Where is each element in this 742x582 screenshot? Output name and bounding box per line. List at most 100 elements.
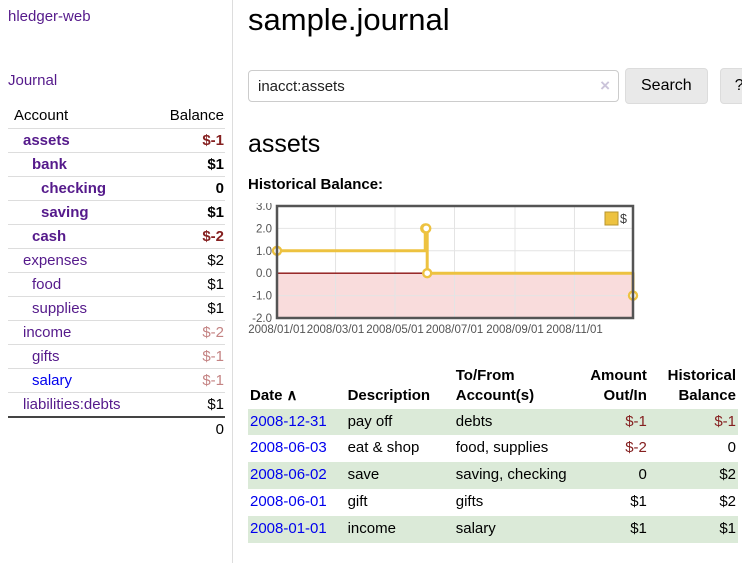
- account-balance: $-1: [148, 368, 225, 393]
- main-content: sample.journal × Search ? assets Histori…: [233, 0, 742, 563]
- account-balance: $1: [148, 272, 225, 297]
- transaction-amount: 0: [638, 466, 647, 484]
- transaction-balance: $1: [719, 519, 736, 537]
- transaction-description: income: [347, 519, 396, 537]
- column-historical-balance: Historical Balance: [667, 367, 736, 404]
- register-table: Date ∧ Description To/From Account(s) Amo…: [248, 364, 738, 543]
- svg-text:-1.0: -1.0: [252, 291, 272, 303]
- account-row: gifts $-1: [8, 344, 225, 369]
- account-balance: $1: [148, 296, 225, 321]
- account-balance: $1: [148, 200, 225, 225]
- transaction-amount: $1: [630, 492, 647, 510]
- account-row: liabilities:debts $1: [8, 392, 225, 417]
- account-balance: $-2: [148, 320, 225, 345]
- account-balance: $2: [148, 248, 225, 273]
- transaction-balance: 0: [727, 439, 736, 457]
- account-link[interactable]: supplies: [32, 300, 88, 317]
- sidebar: hledger-web Journal Account Balance asse…: [0, 0, 233, 563]
- transaction-row: 2008-06-02 save saving, checking 0 $2: [248, 462, 738, 489]
- svg-text:2008/07/01: 2008/07/01: [426, 324, 484, 336]
- svg-text:3.0: 3.0: [256, 203, 272, 213]
- help-button[interactable]: ?: [719, 68, 742, 104]
- account-link[interactable]: checking: [41, 180, 107, 197]
- svg-text:2008/05/01: 2008/05/01: [366, 324, 424, 336]
- transaction-amount: $-2: [625, 439, 647, 457]
- account-balance: $-2: [148, 224, 225, 249]
- account-link[interactable]: saving: [41, 204, 89, 221]
- account-balance-table: Account Balance assets $-1 bank $1 check…: [8, 104, 225, 441]
- transaction-accounts: saving, checking: [455, 466, 567, 484]
- transaction-row: 2008-01-01 income salary $1 $1: [248, 515, 738, 543]
- column-amount: Amount Out/In: [590, 367, 647, 404]
- account-balance: $-1: [148, 344, 225, 369]
- svg-text:2008/01/01: 2008/01/01: [248, 324, 306, 336]
- app-brand-link[interactable]: hledger-web: [8, 8, 91, 25]
- account-link[interactable]: income: [23, 324, 72, 341]
- transaction-balance: $2: [719, 466, 736, 484]
- transaction-balance: $-1: [714, 412, 736, 430]
- transaction-row: 2008-06-03 eat & shop food, supplies $-2…: [248, 435, 738, 462]
- column-account: Account: [14, 107, 69, 124]
- balance-table-header: Account Balance: [8, 104, 225, 129]
- account-link[interactable]: salary: [32, 372, 73, 389]
- svg-text:2008/11/01: 2008/11/01: [546, 324, 603, 336]
- transaction-description: pay off: [347, 412, 393, 430]
- transaction-date-link[interactable]: 2008-06-01: [250, 492, 327, 510]
- transaction-accounts: gifts: [455, 492, 484, 510]
- balance-total-row: 0: [8, 416, 225, 441]
- total-spacer: [8, 416, 149, 441]
- account-row: assets $-1: [8, 128, 225, 153]
- svg-text:1.0: 1.0: [256, 246, 272, 258]
- transaction-balance: $2: [719, 492, 736, 510]
- transaction-accounts: food, supplies: [455, 439, 549, 457]
- search-box: ×: [248, 70, 619, 102]
- account-row: salary $-1: [8, 368, 225, 393]
- transaction-date-link[interactable]: 2008-06-02: [250, 466, 327, 484]
- total-balance: 0: [148, 416, 225, 441]
- svg-text:2008/09/01: 2008/09/01: [486, 324, 544, 336]
- account-balance: $1: [148, 152, 225, 177]
- transaction-description: eat & shop: [347, 439, 420, 457]
- page-title: sample.journal: [248, 2, 450, 37]
- column-balance: Balance: [169, 107, 224, 124]
- account-row: cash $-2: [8, 224, 225, 249]
- transaction-row: 2008-12-31 pay off debts $-1 $-1: [248, 408, 738, 436]
- transaction-date-link[interactable]: 2008-12-31: [250, 412, 327, 430]
- transaction-description: save: [347, 466, 380, 484]
- transaction-description: gift: [347, 492, 368, 510]
- account-row: income $-2: [8, 320, 225, 345]
- account-row: supplies $1: [8, 296, 225, 321]
- historical-balance-chart: $3.0 2.0 1.0 0.0 -1.0 -2.0 2008/01/01 2008/03/0…: [248, 203, 640, 343]
- account-heading: assets: [248, 130, 321, 158]
- account-link[interactable]: assets: [23, 132, 70, 149]
- account-row: food $1: [8, 272, 225, 297]
- sidebar-item-journal[interactable]: Journal: [8, 72, 58, 89]
- search-form: × Search ?: [248, 68, 742, 104]
- hledger-web-app: hledger-web Journal Account Balance asse…: [0, 0, 742, 563]
- chart-label: Historical Balance:: [248, 176, 384, 193]
- account-link[interactable]: bank: [32, 156, 68, 173]
- legend-label: $: [620, 212, 627, 226]
- transaction-amount: $1: [630, 519, 647, 537]
- transaction-date-link[interactable]: 2008-06-03: [250, 439, 327, 457]
- account-link[interactable]: cash: [32, 228, 67, 245]
- search-button[interactable]: Search: [625, 68, 708, 104]
- account-row: bank $1: [8, 152, 225, 177]
- sort-asc-icon: ∧: [286, 386, 298, 404]
- transaction-accounts: salary: [455, 519, 496, 537]
- clear-search-icon[interactable]: ×: [600, 75, 610, 95]
- search-input[interactable]: [248, 70, 619, 102]
- account-row: checking 0: [8, 176, 225, 201]
- account-balance: $-1: [148, 128, 225, 153]
- account-row: saving $1: [8, 200, 225, 225]
- account-link[interactable]: liabilities:debts: [23, 396, 121, 413]
- account-balance: 0: [148, 176, 225, 201]
- account-link[interactable]: gifts: [32, 348, 60, 365]
- transaction-accounts: debts: [455, 412, 493, 430]
- transaction-date-link[interactable]: 2008-01-01: [250, 519, 327, 537]
- column-date[interactable]: Date ∧: [250, 386, 298, 404]
- account-link[interactable]: food: [32, 276, 62, 293]
- account-link[interactable]: expenses: [23, 252, 88, 269]
- column-description: Description: [347, 386, 431, 404]
